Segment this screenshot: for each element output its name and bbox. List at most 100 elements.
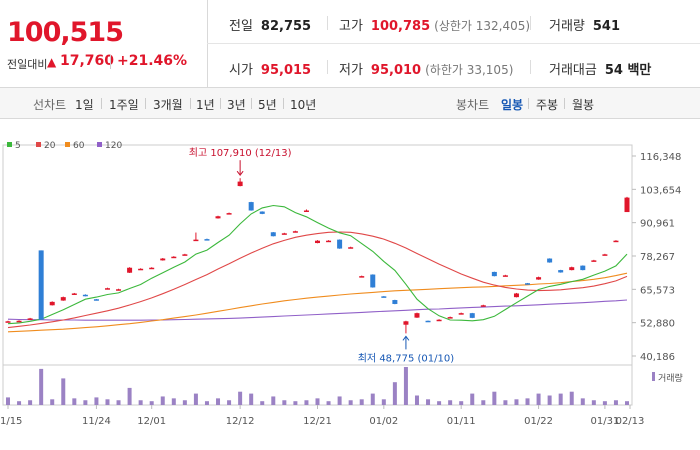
candle-daily[interactable]: 일봉 [501,98,524,112]
candle-body [204,239,210,241]
volume-bar [503,400,508,405]
volume-label: 거래량 [549,19,585,34]
open-cell: 시가 95,015 [229,59,311,78]
candle-body [436,319,442,322]
candle-body [569,267,575,271]
candle-body [303,210,309,212]
legend-label-ma60: 60 [73,141,85,151]
candle-body [270,232,276,237]
volume-bar [83,400,88,405]
candle-body [447,317,453,319]
candle-body [182,254,188,256]
candle-body [226,213,232,215]
change-divider [110,55,111,69]
x-tick-label: 11/24 [82,416,111,427]
volume-bar [514,399,519,405]
line-chart-label: 선차트 [33,98,67,112]
divider [101,98,102,109]
candle-body [613,240,619,243]
volume-bar [315,398,320,405]
period-3m[interactable]: 3개월 [153,98,183,112]
ma60-line [7,272,628,333]
candle-body [5,321,11,323]
candle-body [259,211,265,214]
candle-body [248,202,254,211]
volume-bar [72,398,77,405]
period-1w[interactable]: 1주일 [109,98,139,112]
low-arrow-head-icon [402,335,410,341]
volume-bar [370,393,375,405]
legend-swatch-ma60 [65,142,70,147]
candle-body [525,283,531,285]
volume-bar [547,395,552,405]
volume-bar [536,393,541,405]
candle-body [127,267,133,273]
volume-bar [580,398,585,405]
divider [283,98,284,109]
x-tick-label: 01/02 [369,416,398,427]
volume-bar [127,387,132,405]
open-value: 95,015 [260,63,312,78]
candle-body [93,299,99,301]
volume-legend-label: 거래량 [658,372,683,384]
volume-bar [216,398,221,405]
volume-bar [227,400,232,405]
period-3y[interactable]: 3년 [227,98,246,112]
volume-bar [381,399,386,405]
divider [145,98,146,109]
current-price: 100,515 [7,17,124,48]
candle-body [138,268,144,271]
volume-bar [293,401,298,405]
volume-bar [459,401,464,405]
volume-bar [50,399,55,405]
volume-bar [602,401,607,405]
volume-bar [470,393,475,405]
lower-limit: (하한가 33,105) [425,63,514,77]
legend-swatch-ma20 [36,142,41,147]
volume-bar [271,396,276,405]
candle-body [403,321,409,325]
period-10y[interactable]: 10년 [290,98,317,112]
candle-body [580,265,586,271]
candle-body [281,233,287,235]
candle-body [27,318,33,320]
candle-body [513,293,519,298]
x-tick-label: 01/31 [590,416,619,427]
x-tick-label: 11/15 [0,416,22,427]
prev-close-value: 82,755 [260,19,312,34]
candle-body [237,181,243,187]
volume-bar [171,398,176,405]
candle-body [326,240,332,243]
candle-body [116,289,122,291]
y-tick-label: 116,348 [640,152,681,163]
candle-body [82,294,88,297]
divider [530,16,531,30]
y-tick-label: 65,573 [640,285,675,296]
candle-body [215,216,221,219]
ma20-line [7,231,628,329]
candle-weekly[interactable]: 주봉 [536,98,559,112]
candle-monthly[interactable]: 월봉 [572,98,595,112]
candle-body [558,270,564,273]
candle-body [547,258,553,263]
volume-value: 541 [592,19,621,34]
volume-bar [326,401,331,405]
volume-bar [348,400,353,405]
candle-body [193,239,199,242]
candle-body [480,305,486,307]
period-5y[interactable]: 5년 [258,98,277,112]
low-cell: 저가 95,010 (하한가 33,105) [339,59,513,78]
candle-body [315,240,320,244]
prev-close-cell: 전일 82,755 [229,15,311,34]
period-1y[interactable]: 1년 [196,98,215,112]
candle-body [149,267,155,270]
legend-label-ma20: 20 [44,141,56,151]
candle-body [381,296,387,298]
volume-bar [116,400,121,405]
y-tick-label: 103,654 [640,185,681,196]
volume-bar [238,391,243,405]
divider [530,60,531,74]
period-1d[interactable]: 1일 [75,98,94,112]
volume-bar [337,396,342,405]
